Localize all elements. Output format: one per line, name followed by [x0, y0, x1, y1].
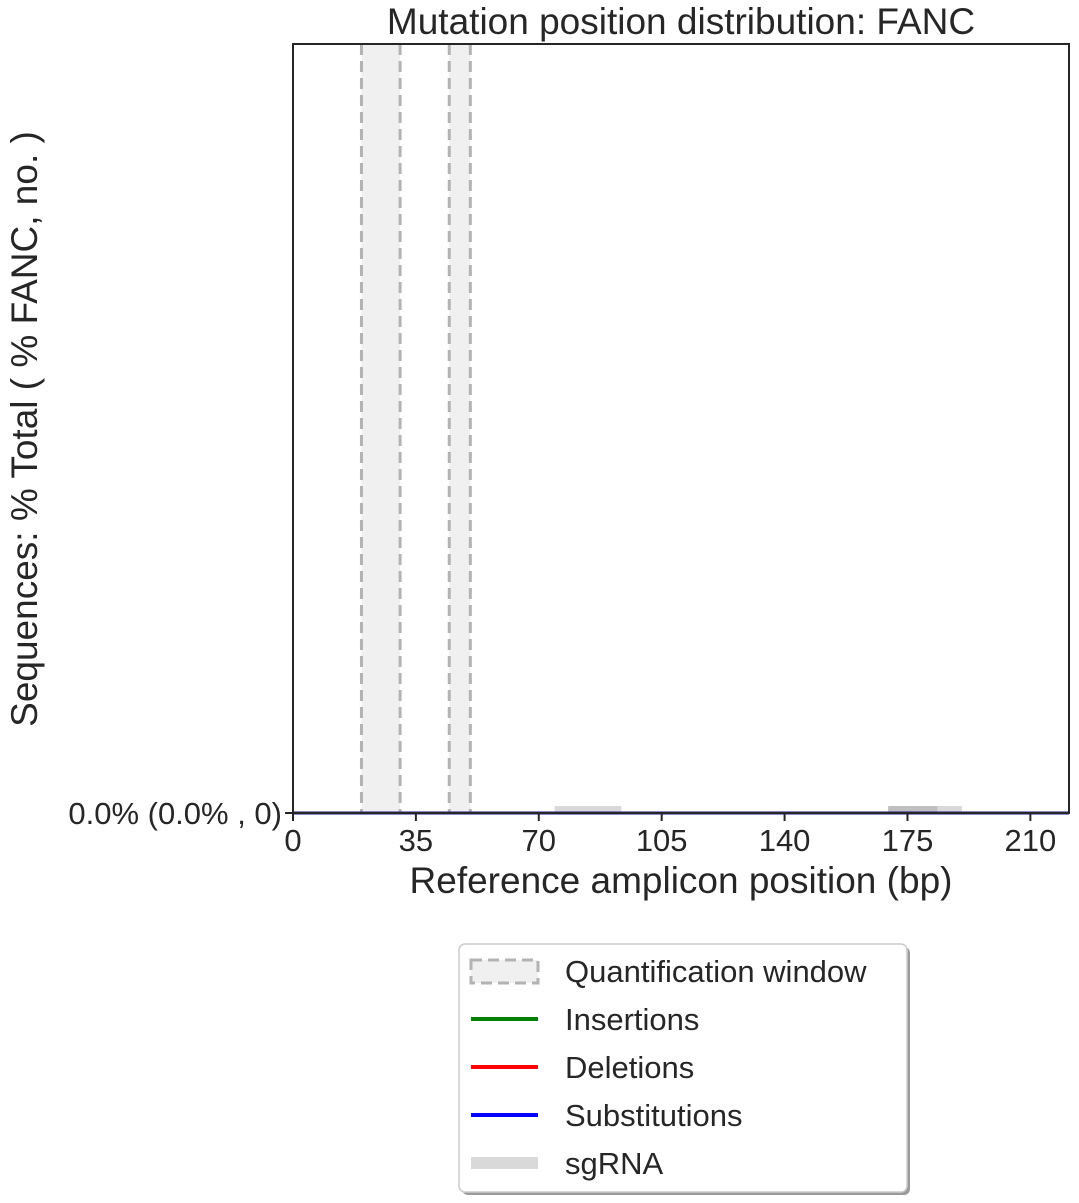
x-tick-label-140: 140: [759, 823, 811, 858]
plot-frame: [292, 43, 1070, 814]
x-axis-ticks: 0 35 70 105 140 175 210: [284, 813, 1056, 858]
legend-label-substitutions: Substitutions: [565, 1098, 743, 1133]
plot-area: [292, 43, 1070, 815]
quantification-window-2: [449, 44, 471, 813]
x-axis-label: Reference amplicon position (bp): [410, 860, 953, 901]
y-axis-label: Sequences: % Total ( % FANC, no. ): [4, 131, 45, 727]
x-tick-label-175: 175: [882, 823, 934, 858]
legend-label-insertions: Insertions: [565, 1002, 699, 1037]
legend-box: [458, 943, 908, 1193]
legend-label-quantification-window: Quantification window: [565, 954, 867, 989]
legend-label-deletions: Deletions: [565, 1050, 694, 1085]
legend-label-sgrna: sgRNA: [565, 1146, 664, 1181]
x-tick-label-35: 35: [399, 823, 433, 858]
x-tick-label-105: 105: [636, 823, 688, 858]
sgrna-region-1: [554, 806, 622, 813]
sgrna-overlap-region: [888, 806, 938, 813]
y-axis-ticks: 0.0% (0.0% , 0): [68, 796, 293, 831]
x-tick-label-210: 210: [1005, 823, 1057, 858]
chart-title: Mutation position distribution: FANC: [387, 1, 975, 42]
legend-swatch-quantification-window: [469, 958, 540, 985]
chart-legend: Quantification window Insertions Deletions…: [458, 943, 910, 1195]
x-tick-label-70: 70: [522, 823, 556, 858]
quantification-window-1: [361, 44, 401, 813]
x-tick-label-0: 0: [284, 823, 301, 858]
y-tick-label: 0.0% (0.0% , 0): [68, 796, 282, 831]
legend-swatch-sgrna: [471, 1157, 538, 1169]
